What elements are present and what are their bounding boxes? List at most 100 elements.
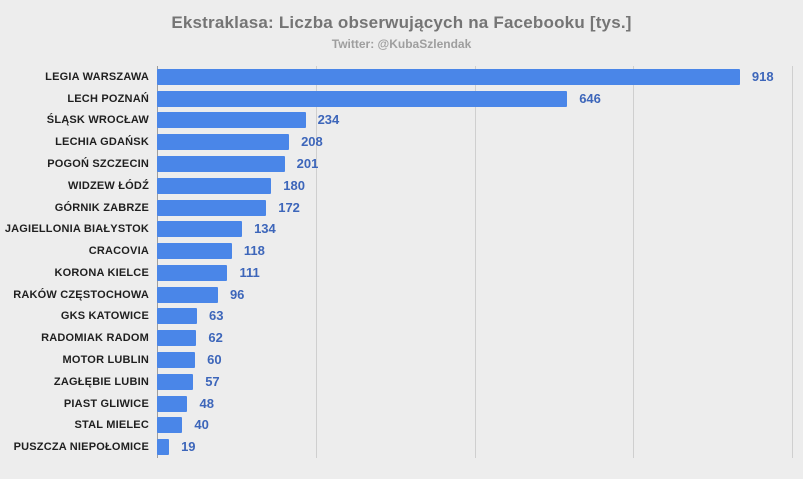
value-label: 48 (199, 395, 214, 411)
value-label: 918 (751, 68, 774, 84)
bar-row: ŚLĄSK WROCŁAW 234 (47, 110, 792, 132)
bar-row: ZAGŁĘBIE LUBIN 57 (54, 371, 792, 393)
chart-subtitle: Twitter: @KubaSzlendak (331, 37, 472, 51)
bar-row: POGOŃ SZCZECIN 201 (47, 153, 792, 175)
value-label: 208 (301, 134, 323, 150)
value-label: 201 (296, 156, 319, 172)
bar-track: 201 (157, 156, 792, 173)
category-label: CRACOVIA (88, 245, 149, 258)
value-label: 63 (209, 308, 224, 324)
bar-track: 62 (157, 330, 792, 347)
bar-track: 646 (157, 90, 792, 107)
category-label: RAKÓW CZĘSTOCHOWA (13, 288, 149, 301)
category-label: ZAGŁĘBIE LUBIN (53, 375, 149, 388)
category-label: ŚLĄSK WROCŁAW (46, 114, 149, 127)
bar-row: PIAST GLIWICE 48 (64, 393, 792, 415)
bar-row: GÓRNIK ZABRZE 172 (55, 197, 792, 219)
bar[interactable] (157, 330, 197, 347)
chart-title: Ekstraklasa: Liczba obserwujących na Fac… (171, 13, 632, 32)
category-label: PUSZCZA NIEPOŁOMICE (13, 441, 149, 454)
category-label: WIDZEW ŁÓDŹ (67, 179, 149, 192)
bar-track: 57 (157, 373, 792, 390)
bar-track: 111 (157, 264, 792, 281)
value-label: 234 (317, 112, 340, 128)
bar[interactable] (157, 68, 740, 85)
bar[interactable] (157, 264, 228, 281)
bar-track: 19 (157, 439, 792, 456)
value-label: 60 (207, 352, 222, 368)
plot-area: LEGIA WARSZAWA 918 LECH POZNAŃ 646 ŚLĄSK WRO… (5, 66, 793, 458)
bar[interactable] (157, 352, 196, 369)
bar-row: LECH POZNAŃ 646 (67, 88, 792, 110)
gridline (633, 66, 635, 458)
value-label: 180 (283, 177, 305, 193)
bar-track: 180 (157, 177, 792, 194)
gridline (315, 66, 317, 458)
bar[interactable] (157, 395, 188, 412)
category-label: PIAST GLIWICE (63, 397, 149, 410)
bar[interactable] (157, 199, 267, 216)
bar-row: RADOMIAK RADOM 62 (41, 327, 792, 349)
value-label: 62 (208, 330, 223, 346)
category-label: GKS KATOWICE (60, 310, 149, 323)
bar[interactable] (157, 308, 197, 325)
value-label: 134 (254, 221, 276, 237)
value-label: 19 (181, 439, 196, 455)
bar-track: 96 (157, 286, 792, 303)
category-label: LECHIA GDAŃSK (55, 136, 149, 149)
bar-row: JAGIELLONIA BIAŁYSTOK 134 (5, 218, 792, 240)
bar[interactable] (157, 90, 568, 107)
bar[interactable] (157, 417, 183, 434)
value-label: 111 (239, 264, 260, 280)
gridline (792, 66, 793, 458)
category-label: RADOMIAK RADOM (41, 332, 149, 345)
gridline (474, 66, 476, 458)
bar-rows: LEGIA WARSZAWA 918 LECH POZNAŃ 646 ŚLĄSK WRO… (5, 66, 792, 458)
bar-track: 40 (157, 417, 792, 434)
category-label: POGOŃ SZCZECIN (47, 158, 149, 171)
bar[interactable] (157, 221, 243, 238)
bar[interactable] (157, 373, 194, 390)
category-label: KORONA KIELCE (54, 266, 149, 279)
category-label: GÓRNIK ZABRZE (54, 201, 149, 214)
bar-track: 172 (157, 199, 792, 216)
bar-row: PUSZCZA NIEPOŁOMICE 19 (14, 436, 792, 458)
bar[interactable] (157, 177, 272, 194)
category-label: STAL MIELEC (74, 419, 149, 432)
category-label: LECH POZNAŃ (67, 92, 149, 105)
value-label: 172 (278, 199, 300, 215)
bar[interactable] (157, 112, 306, 129)
y-axis-line (157, 66, 158, 458)
bar-row: KORONA KIELCE 111 (55, 262, 792, 284)
bar-row: WIDZEW ŁÓDŹ 180 (68, 175, 792, 197)
bar-track: 118 (157, 243, 792, 260)
bar-track: 48 (157, 395, 792, 412)
bar[interactable] (157, 243, 232, 260)
bar[interactable] (157, 439, 170, 456)
value-label: 646 (579, 90, 601, 106)
bar-row: MOTOR LUBLIN 60 (62, 349, 792, 371)
bar-track: 63 (157, 308, 792, 325)
category-label: MOTOR LUBLIN (62, 354, 149, 367)
bar-row: STAL MIELEC 40 (74, 415, 792, 437)
bar-row: GKS KATOWICE 63 (61, 306, 792, 328)
bar-row: LEGIA WARSZAWA 918 (45, 66, 792, 88)
category-label: JAGIELLONIA BIAŁYSTOK (4, 223, 149, 236)
value-label: 40 (194, 417, 209, 433)
value-label: 96 (229, 286, 245, 302)
bar-track: 134 (157, 221, 792, 238)
bar-row: RAKÓW CZĘSTOCHOWA 96 (13, 284, 792, 306)
bar-track: 234 (157, 112, 792, 129)
gridlines (157, 66, 793, 458)
bar[interactable] (157, 134, 290, 151)
category-label: LEGIA WARSZAWA (45, 70, 149, 83)
bar[interactable] (157, 156, 285, 173)
bar-track: 60 (157, 352, 792, 369)
value-label: 118 (243, 243, 265, 259)
bar-track: 918 (157, 68, 792, 85)
bar-track: 208 (157, 134, 792, 151)
bar-row: LECHIA GDAŃSK 208 (55, 131, 792, 153)
value-label: 57 (205, 373, 220, 389)
bar[interactable] (157, 286, 218, 303)
